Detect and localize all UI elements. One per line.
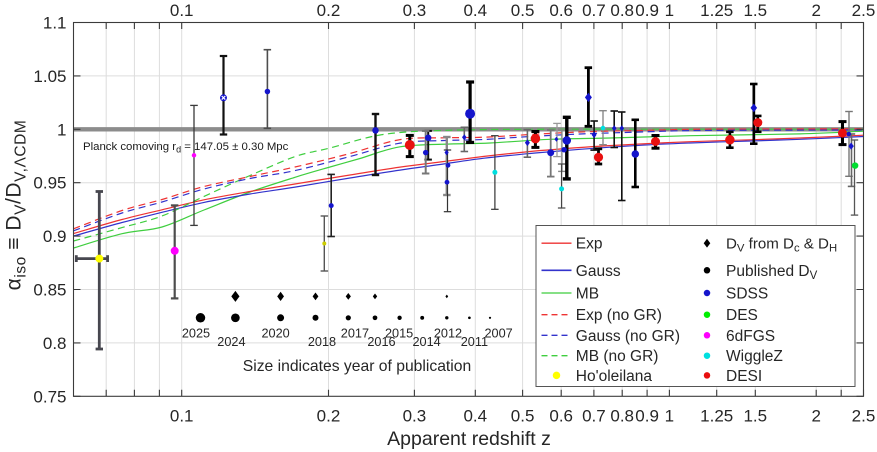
- svg-text:0.5: 0.5: [511, 1, 535, 20]
- svg-text:0.3: 0.3: [403, 1, 427, 20]
- svg-text:0.8: 0.8: [610, 407, 634, 426]
- svg-text:0.1: 0.1: [170, 1, 194, 20]
- svg-text:0.8: 0.8: [610, 1, 634, 20]
- svg-text:MB: MB: [576, 286, 599, 303]
- svg-text:2.5: 2.5: [852, 1, 876, 20]
- svg-text:Published DV: Published DV: [726, 263, 818, 282]
- svg-text:1.1: 1.1: [43, 14, 67, 33]
- svg-text:0.7: 0.7: [582, 407, 606, 426]
- svg-text:DV from Dc & DH: DV from Dc & DH: [726, 236, 837, 255]
- svg-text:2020: 2020: [261, 327, 289, 341]
- svg-text:1: 1: [665, 1, 674, 20]
- svg-text:0.9: 0.9: [635, 1, 659, 20]
- svg-text:Exp: Exp: [576, 236, 603, 253]
- svg-text:1.25: 1.25: [700, 1, 733, 20]
- svg-text:0.8: 0.8: [43, 334, 67, 353]
- svg-text:1.05: 1.05: [33, 67, 66, 86]
- svg-text:0.7: 0.7: [582, 1, 606, 20]
- svg-text:2011: 2011: [461, 335, 488, 349]
- svg-text:0.6: 0.6: [549, 407, 573, 426]
- svg-text:SDSS: SDSS: [726, 286, 768, 303]
- svg-text:1: 1: [665, 407, 674, 426]
- svg-text:DESI: DESI: [726, 368, 762, 385]
- svg-text:Gauss (no GR): Gauss (no GR): [576, 328, 680, 345]
- svg-text:Ho'oleilana: Ho'oleilana: [576, 368, 653, 385]
- svg-text:0.3: 0.3: [403, 407, 427, 426]
- svg-text:2007: 2007: [484, 327, 512, 341]
- svg-text:6dFGS: 6dFGS: [726, 328, 775, 345]
- svg-text:0.4: 0.4: [463, 1, 487, 20]
- svg-text:2: 2: [811, 407, 820, 426]
- svg-text:0.9: 0.9: [635, 407, 659, 426]
- svg-text:Apparent redshift z: Apparent redshift z: [387, 428, 551, 450]
- svg-text:2016: 2016: [367, 335, 395, 349]
- svg-text:2: 2: [811, 1, 820, 20]
- svg-text:2024: 2024: [217, 335, 245, 349]
- svg-text:2017: 2017: [341, 327, 369, 341]
- svg-text:0.2: 0.2: [317, 407, 341, 426]
- svg-text:DES: DES: [726, 307, 758, 324]
- svg-text:2015: 2015: [385, 327, 413, 341]
- svg-text:Size indicates year of publica: Size indicates year of publication: [243, 358, 471, 375]
- svg-text:0.9: 0.9: [43, 227, 67, 246]
- svg-text:0.6: 0.6: [549, 1, 573, 20]
- svg-text:WiggleZ: WiggleZ: [726, 348, 783, 365]
- svg-text:Exp (no GR): Exp (no GR): [576, 307, 662, 324]
- svg-text:0.5: 0.5: [511, 407, 535, 426]
- svg-text:1.5: 1.5: [743, 407, 767, 426]
- svg-text:0.85: 0.85: [33, 281, 66, 300]
- svg-text:2012: 2012: [434, 327, 462, 341]
- svg-text:Gauss: Gauss: [576, 263, 621, 280]
- svg-text:1.25: 1.25: [700, 407, 733, 426]
- svg-text:Planck comoving rd = 147.05 ±: Planck comoving rd = 147.05 ± 0.30 Mpc: [83, 141, 289, 155]
- svg-text:1.5: 1.5: [743, 1, 767, 20]
- svg-text:2.5: 2.5: [852, 407, 876, 426]
- svg-text:0.75: 0.75: [33, 387, 66, 406]
- svg-text:0.4: 0.4: [463, 407, 487, 426]
- svg-text:2014: 2014: [412, 335, 440, 349]
- svg-text:0.1: 0.1: [170, 407, 194, 426]
- svg-text:αiso ≡ DV/DV,ΛCDM: αiso ≡ DV/DV,ΛCDM: [3, 120, 30, 291]
- svg-text:MB (no GR): MB (no GR): [576, 348, 659, 365]
- svg-text:0.95: 0.95: [33, 174, 66, 193]
- svg-text:2018: 2018: [308, 335, 336, 349]
- svg-text:1: 1: [57, 120, 66, 139]
- svg-text:0.2: 0.2: [317, 1, 341, 20]
- svg-text:2025: 2025: [182, 327, 210, 341]
